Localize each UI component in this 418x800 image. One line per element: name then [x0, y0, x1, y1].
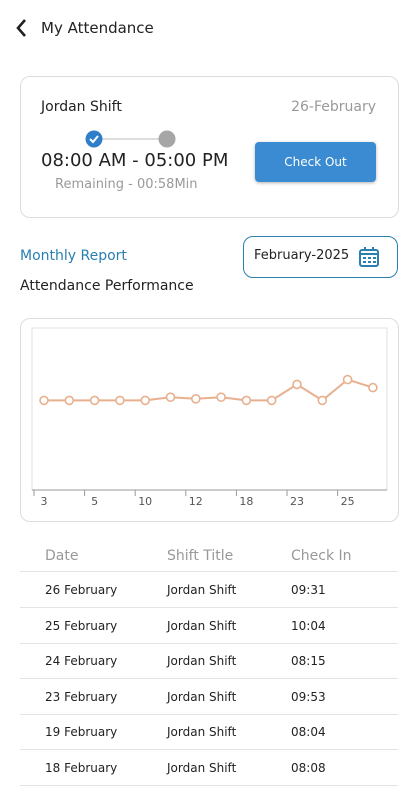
table-cell: 24 February [45, 654, 118, 668]
point [39, 395, 49, 406]
table-row: 18 February Jordan Shift 08:08 [20, 750, 398, 786]
x-tick-label: 3 [41, 495, 48, 508]
table-header: Date Shift Title Check In [20, 538, 398, 572]
table-cell: 08:15 [291, 654, 326, 668]
point [89, 395, 100, 406]
table-cell: 08:08 [291, 760, 326, 775]
point [368, 382, 378, 393]
table-cell: Jordan Shift [167, 583, 237, 597]
shift-time: 08:00 AM - 05:00 PM [41, 150, 229, 171]
table-cell: Jordan Shift [167, 689, 237, 704]
month-picker[interactable] [243, 236, 398, 278]
table-cell: 19 February [45, 725, 118, 739]
point [342, 374, 353, 385]
table-cell: 10:04 [291, 618, 326, 633]
point [191, 393, 201, 404]
report-subtitle: Attendance Performance [20, 278, 194, 294]
table-cell: 09:53 [291, 689, 326, 704]
shift-name: Jordan Shift [41, 99, 122, 115]
point [317, 395, 328, 406]
table-row: 25 February Jordan Shift 10:04 [20, 608, 398, 644]
point [216, 392, 226, 403]
chart: 3 5 10 12 18 23 25 [31, 327, 388, 508]
x-tick-label: 25 [341, 495, 355, 508]
column-header: Shift Title [167, 548, 234, 564]
check-out-button[interactable]: Check Out [255, 142, 376, 182]
table-cell: Jordan Shift [167, 654, 237, 668]
point [64, 395, 75, 406]
column-header: Check In [291, 548, 352, 564]
table-cell: 25 February [45, 618, 118, 633]
page-title: My Attendance [41, 19, 154, 37]
chart-card [20, 318, 399, 522]
table-row: 23 February Jordan Shift 09:53 [20, 679, 398, 715]
table-cell: 18 February [45, 760, 118, 775]
x-tick-label: 10 [138, 495, 152, 508]
calendar-icon[interactable] [358, 246, 380, 268]
table-row: 26 February Jordan Shift 09:31 [20, 572, 398, 608]
table-cell: Jordan Shift [167, 725, 237, 739]
progress [85, 130, 176, 148]
shift-date: 26-February [291, 99, 376, 115]
table-cell: Jordan Shift [167, 618, 237, 633]
x-tick-label: 12 [189, 495, 203, 508]
point [165, 392, 176, 403]
remaining: Remaining - 00:58Min [55, 177, 198, 192]
point [292, 379, 302, 390]
x-tick-label: 5 [91, 495, 98, 508]
table-cell: 09:31 [291, 583, 326, 597]
report-title: Monthly Report [20, 248, 127, 264]
table-row: 19 February Jordan Shift 08:04 [20, 714, 398, 750]
column-header: Date [45, 548, 79, 564]
x-tick-label: 18 [239, 495, 253, 508]
point [115, 395, 125, 406]
table-cell: Jordan Shift [167, 760, 237, 775]
plot-area [31, 327, 388, 491]
point [241, 395, 252, 406]
table-cell: 23 February [45, 689, 118, 704]
point [266, 395, 277, 406]
point [140, 395, 150, 406]
table-row: 24 February Jordan Shift 08:15 [20, 643, 398, 679]
x-tick-label: 23 [290, 495, 304, 508]
month-text: February-2025 [254, 248, 350, 263]
table-cell: 08:04 [291, 725, 326, 739]
table-cell: 26 February [45, 583, 118, 597]
back-icon[interactable] [14, 18, 30, 38]
